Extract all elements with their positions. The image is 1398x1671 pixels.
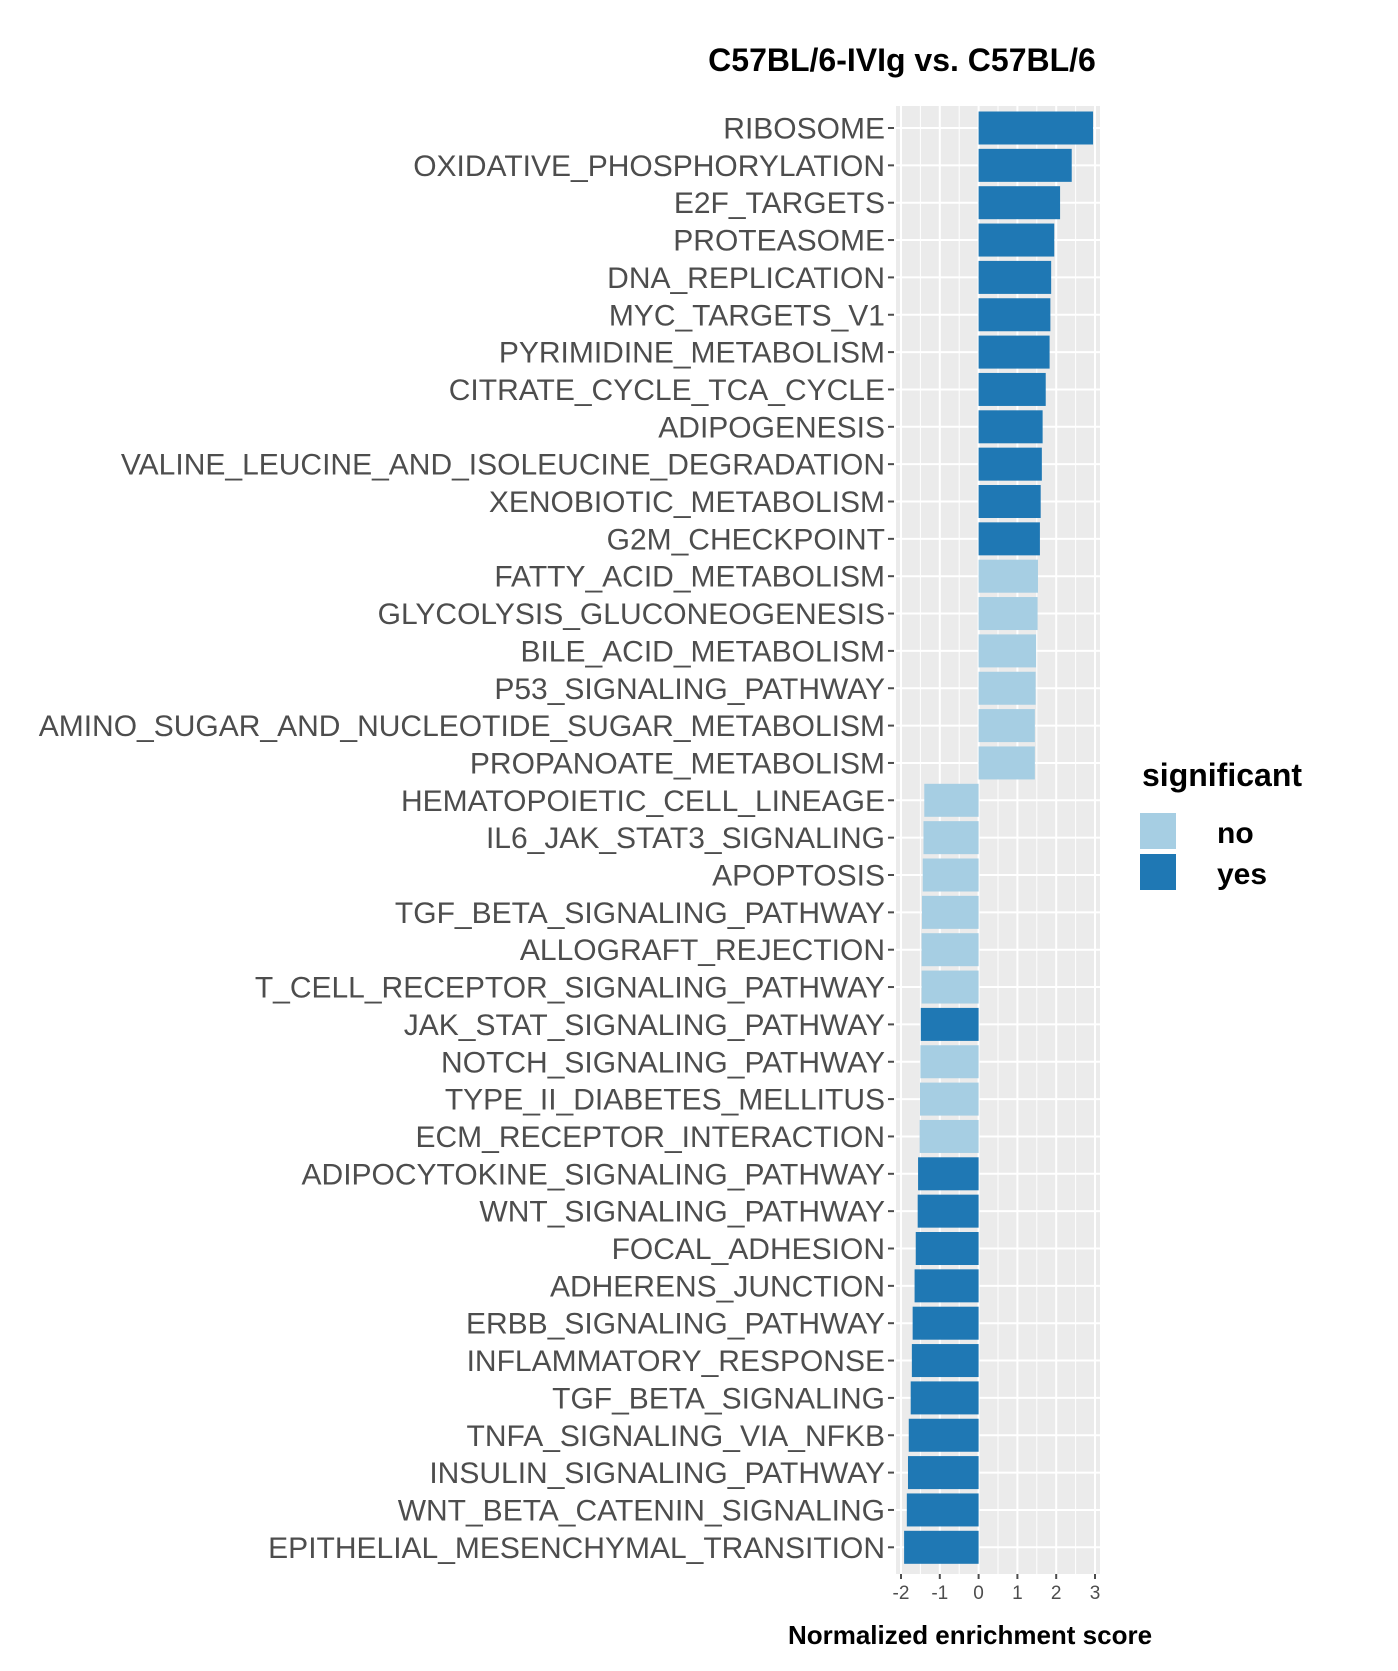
category-label: TGF_BETA_SIGNALING_PATHWAY — [395, 897, 885, 930]
category-label: TYPE_II_DIABETES_MELLITUS — [445, 1084, 885, 1117]
chart-title: C57BL/6-IVIg vs. C57BL/6 — [708, 42, 1096, 78]
bar — [978, 485, 1041, 518]
x-tick-label: -1 — [931, 1583, 948, 1604]
category-label: WNT_SIGNALING_PATHWAY — [479, 1196, 885, 1229]
category-label: VALINE_LEUCINE_AND_ISOLEUCINE_DEGRADATIO… — [121, 449, 885, 482]
bar — [910, 1381, 979, 1415]
category-label: ALLOGRAFT_REJECTION — [520, 934, 885, 967]
bar — [978, 111, 1094, 145]
category-label: IL6_JAK_STAT3_SIGNALING — [486, 822, 885, 855]
category-label: XENOBIOTIC_METABOLISM — [489, 486, 885, 519]
bar — [924, 783, 979, 817]
category-label: APOPTOSIS — [712, 860, 885, 893]
bar — [978, 372, 1046, 406]
bar — [911, 1344, 979, 1378]
category-label: EPITHELIAL_MESENCHYMAL_TRANSITION — [268, 1532, 885, 1565]
category-label: P53_SIGNALING_PATHWAY — [494, 673, 885, 706]
category-label: INSULIN_SIGNALING_PATHWAY — [429, 1457, 885, 1490]
category-label: TGF_BETA_SIGNALING — [552, 1382, 885, 1415]
legend: significant no yes — [1140, 757, 1302, 891]
category-label: DNA_REPLICATION — [607, 262, 885, 295]
bar — [921, 933, 979, 967]
bar — [978, 709, 1035, 743]
bar — [921, 970, 979, 1004]
bar — [920, 1007, 979, 1041]
category-label: INFLAMMATORY_RESPONSE — [467, 1345, 885, 1378]
bar — [978, 447, 1042, 481]
bar — [978, 186, 1061, 220]
category-label: ECM_RECEPTOR_INTERACTION — [415, 1121, 885, 1154]
x-tick-label: 1 — [1012, 1583, 1023, 1604]
category-label: PYRIMIDINE_METABOLISM — [499, 337, 885, 370]
bar — [907, 1456, 979, 1490]
category-label: MYC_TARGETS_V1 — [609, 299, 885, 332]
category-label: NOTCH_SIGNALING_PATHWAY — [441, 1046, 885, 1079]
bars — [904, 111, 1094, 1564]
bar — [978, 410, 1043, 444]
category-label: ADHERENS_JUNCTION — [550, 1270, 885, 1303]
bar — [978, 559, 1038, 593]
category-label: OXIDATIVE_PHOSPHORYLATION — [413, 150, 885, 183]
legend-label-yes: yes — [1217, 858, 1267, 891]
bar — [920, 1082, 979, 1116]
bar — [920, 1045, 979, 1079]
category-label: FATTY_ACID_METABOLISM — [494, 561, 885, 594]
legend-title: significant — [1142, 757, 1302, 793]
legend-swatch-no — [1140, 813, 1176, 849]
legend-label-no: no — [1217, 817, 1254, 850]
category-label: TNFA_SIGNALING_VIA_NFKB — [467, 1420, 885, 1453]
category-label: CITRATE_CYCLE_TCA_CYCLE — [449, 374, 885, 407]
bar — [978, 223, 1055, 257]
category-label: ADIPOGENESIS — [658, 411, 885, 444]
category-label: PROPANOATE_METABOLISM — [470, 747, 885, 780]
category-label: T_CELL_RECEPTOR_SIGNALING_PATHWAY — [255, 972, 885, 1005]
x-axis-title: Normalized enrichment score — [788, 1620, 1152, 1650]
bar — [978, 671, 1036, 705]
bar — [978, 597, 1038, 631]
category-label: JAK_STAT_SIGNALING_PATHWAY — [404, 1009, 885, 1042]
category-label: FOCAL_ADHESION — [612, 1233, 885, 1266]
x-tick-label: 3 — [1090, 1583, 1101, 1604]
bar — [917, 1194, 979, 1228]
bar — [906, 1493, 979, 1527]
x-tick-label: -2 — [893, 1583, 910, 1604]
bar — [978, 634, 1037, 668]
bar — [919, 1119, 979, 1153]
bar — [978, 260, 1052, 294]
category-label: ERBB_SIGNALING_PATHWAY — [466, 1308, 885, 1341]
bar — [908, 1418, 979, 1452]
category-label: WNT_BETA_CATENIN_SIGNALING — [398, 1494, 885, 1527]
bar — [978, 746, 1035, 780]
bar — [923, 821, 979, 855]
category-label: PROTEASOME — [673, 225, 885, 258]
category-label: GLYCOLYSIS_GLUCONEOGENESIS — [378, 598, 885, 631]
category-label: E2F_TARGETS — [674, 187, 885, 220]
legend-swatch-yes — [1140, 854, 1176, 890]
bar — [978, 298, 1051, 332]
bar — [978, 522, 1040, 556]
bar — [921, 895, 979, 929]
category-label: HEMATOPOIETIC_CELL_LINEAGE — [401, 785, 885, 818]
bar — [978, 148, 1072, 182]
category-label: RIBOSOME — [723, 113, 885, 146]
bar — [922, 858, 979, 892]
x-axis-ticks: -2 -1 0 1 2 3 — [893, 1574, 1101, 1604]
category-label: ADIPOCYTOKINE_SIGNALING_PATHWAY — [302, 1158, 885, 1191]
category-label: G2M_CHECKPOINT — [607, 523, 885, 556]
category-labels: RIBOSOME OXIDATIVE_PHOSPHORYLATION E2F_TAR… — [39, 113, 894, 1565]
bar — [978, 335, 1050, 369]
x-tick-label: 2 — [1051, 1583, 1062, 1604]
bar — [904, 1530, 979, 1564]
bar — [915, 1232, 979, 1265]
bar — [918, 1157, 979, 1191]
x-tick-label: 0 — [973, 1583, 984, 1604]
bar — [914, 1269, 979, 1303]
category-label: AMINO_SUGAR_AND_NUCLEOTIDE_SUGAR_METABOL… — [39, 710, 885, 743]
bar — [912, 1306, 979, 1340]
category-label: BILE_ACID_METABOLISM — [520, 635, 885, 668]
